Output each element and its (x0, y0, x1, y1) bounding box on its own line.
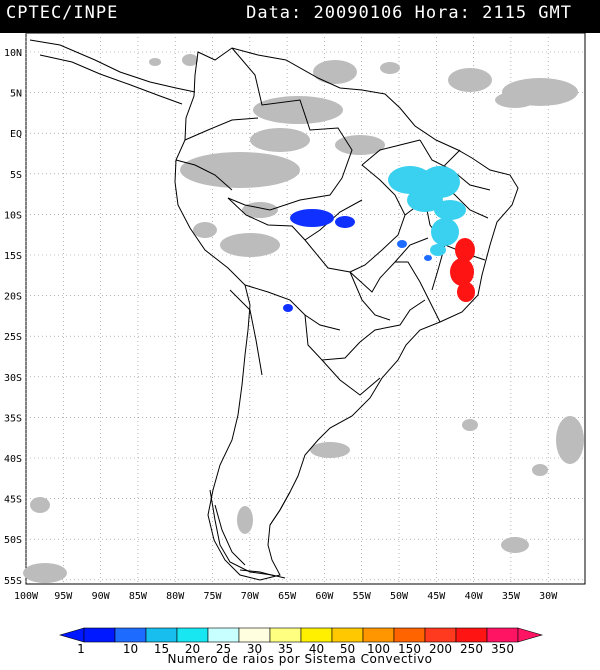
lon-tick-label: 45W (427, 591, 446, 602)
country-borders (29, 39, 519, 581)
lon-tick-label: 70W (241, 591, 260, 602)
colorbar-value-label: 50 (340, 642, 355, 656)
central-america (29, 39, 196, 93)
colorbar-value-label: 150 (398, 642, 421, 656)
colorbar-segment (331, 627, 364, 643)
colorbar-segment (207, 627, 240, 643)
hour-label: Hora: (414, 3, 471, 23)
tierra-del-fuego (209, 489, 286, 579)
lat-tick-label: 10N (4, 48, 22, 59)
latitude-labels: 10N 5N EQ 5S 10S 15S 20S 25S 30S 35S 40S 45S 50S 55S (4, 48, 22, 587)
colorbar-value-label: 15 (154, 642, 169, 656)
longitude-labels: 100W 95W 90W 85W 80W 75W 70W 65W 60W 55W 50W 45W 40W… (14, 591, 558, 602)
lon-tick-label: 50W (390, 591, 409, 602)
lat-tick-label: EQ (10, 129, 22, 140)
colorbar-segment (455, 627, 488, 643)
blue-system-west (283, 209, 355, 312)
lon-tick-label: 65W (278, 591, 297, 602)
lat-tick-label: 35S (4, 413, 22, 424)
colorbar-segment (362, 627, 395, 643)
colorbar-segment (145, 627, 178, 643)
brazil-border (227, 47, 353, 211)
lon-tick-label: 40W (465, 591, 484, 602)
map-frame (25, 32, 586, 585)
colorbar-value-label: 250 (460, 642, 483, 656)
colorbar: 1 10 15 20 25 30 35 40 50 100 150 200 250 350 (58, 627, 544, 656)
date-time-title: Data: 20090106 Hora: 2115 GMT (246, 3, 572, 23)
colorbar-value-label: 20 (185, 642, 200, 656)
lat-tick-label: 30S (4, 373, 22, 384)
lon-tick-label: 55W (353, 591, 372, 602)
lon-tick-label: 95W (54, 591, 73, 602)
colorbar-value-label: 100 (367, 642, 390, 656)
colorbar-value-label: 25 (216, 642, 231, 656)
colorbar-value-label: 200 (429, 642, 452, 656)
lon-tick-label: 80W (166, 591, 185, 602)
lon-tick-label: 75W (203, 591, 222, 602)
red-system-southeast (450, 238, 475, 302)
date-label: Data: (246, 3, 303, 23)
colorbar-segment (269, 627, 302, 643)
colorbar-segment (176, 627, 209, 643)
lon-tick-label: 85W (129, 591, 148, 602)
colorbar-segment (114, 627, 147, 643)
colorbar-value-label: 10 (123, 642, 138, 656)
cyan-system-northeast (388, 166, 466, 256)
colorbar-segment (393, 627, 426, 643)
lon-tick-label: 90W (92, 591, 111, 602)
colorbar-value-label: 40 (309, 642, 324, 656)
colorbar-value-label: 30 (247, 642, 262, 656)
lat-tick-label: 45S (4, 495, 22, 506)
colorbar-value-label: 350 (491, 642, 514, 656)
lat-tick-label: 5S (10, 170, 22, 181)
lat-tick-label: 25S (4, 332, 22, 343)
map-header: CPTEC/INPE Data: 20090106 Hora: 2115 GMT (0, 0, 600, 33)
colorbar-segment (238, 627, 271, 643)
small-blue-cells (397, 240, 432, 261)
lon-tick-label: 60W (315, 591, 334, 602)
colorbar-value-label: 35 (278, 642, 293, 656)
hour-value: 2115 GMT (482, 3, 572, 23)
lat-tick-label: 15S (4, 251, 22, 262)
colorbar-segment (424, 627, 457, 643)
lat-tick-label: 5N (10, 89, 22, 100)
colorbar-segment (486, 627, 519, 643)
lat-tick-label: 55S (4, 576, 22, 587)
lat-tick-label: 20S (4, 292, 22, 303)
lon-tick-label: 35W (502, 591, 521, 602)
lon-tick-label: 100W (14, 591, 39, 602)
lon-tick-label: 30W (539, 591, 558, 602)
colorbar-segment (300, 627, 333, 643)
colorbar-caption: Numero de raios por Sistema Convectivo (167, 652, 433, 666)
colorbar-segment (83, 627, 116, 643)
colorbar-right-arrow (517, 627, 544, 643)
lat-tick-label: 50S (4, 535, 22, 546)
source-title: CPTEC/INPE (6, 3, 119, 23)
south-america-coast (174, 47, 519, 581)
date-value: 20090106 (313, 3, 404, 23)
colorbar-left-arrow (58, 627, 85, 643)
lat-tick-label: 40S (4, 454, 22, 465)
colorbar-value-label: 1 (77, 642, 85, 656)
lat-tick-label: 10S (4, 210, 22, 221)
